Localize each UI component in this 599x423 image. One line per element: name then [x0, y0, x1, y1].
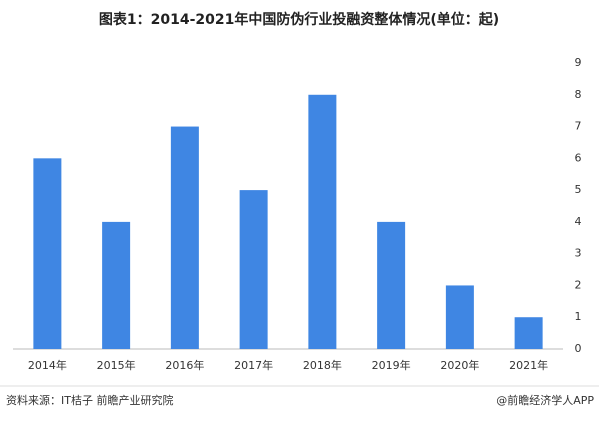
y-tick-label: 3 — [575, 247, 582, 260]
bar — [377, 221, 406, 349]
y-tick-label: 2 — [575, 278, 582, 291]
y-tick-label: 8 — [575, 88, 582, 101]
y-tick-label: 9 — [575, 56, 582, 69]
y-tick-label: 1 — [575, 310, 582, 323]
y-tick-label: 7 — [575, 120, 582, 133]
bar — [33, 158, 62, 349]
bar — [445, 285, 474, 349]
x-tick-label: 2018年 — [303, 358, 342, 372]
bar — [170, 126, 199, 349]
x-tick-label: 2017年 — [234, 358, 273, 372]
x-tick-label: 2021年 — [509, 358, 548, 372]
credit: @前瞻经济学人APP — [496, 393, 594, 407]
y-tick-label: 4 — [575, 215, 582, 228]
x-tick-label: 2016年 — [165, 358, 204, 372]
bar — [308, 94, 337, 350]
bar — [102, 221, 131, 349]
bar — [514, 317, 543, 349]
bar — [239, 190, 268, 349]
x-tick-label: 2014年 — [28, 358, 67, 372]
y-tick-label: 6 — [575, 151, 582, 164]
y-tick-label: 5 — [575, 183, 582, 196]
y-tick-label: 0 — [575, 342, 582, 355]
x-tick-label: 2020年 — [440, 358, 479, 372]
x-tick-label: 2015年 — [97, 358, 136, 372]
chart-title: 图表1：2014-2021年中国防伪行业投融资整体情况(单位：起) — [99, 11, 499, 28]
x-tick-label: 2019年 — [372, 358, 411, 372]
source: 资料来源：IT桔子 前瞻产业研究院 — [6, 393, 173, 407]
